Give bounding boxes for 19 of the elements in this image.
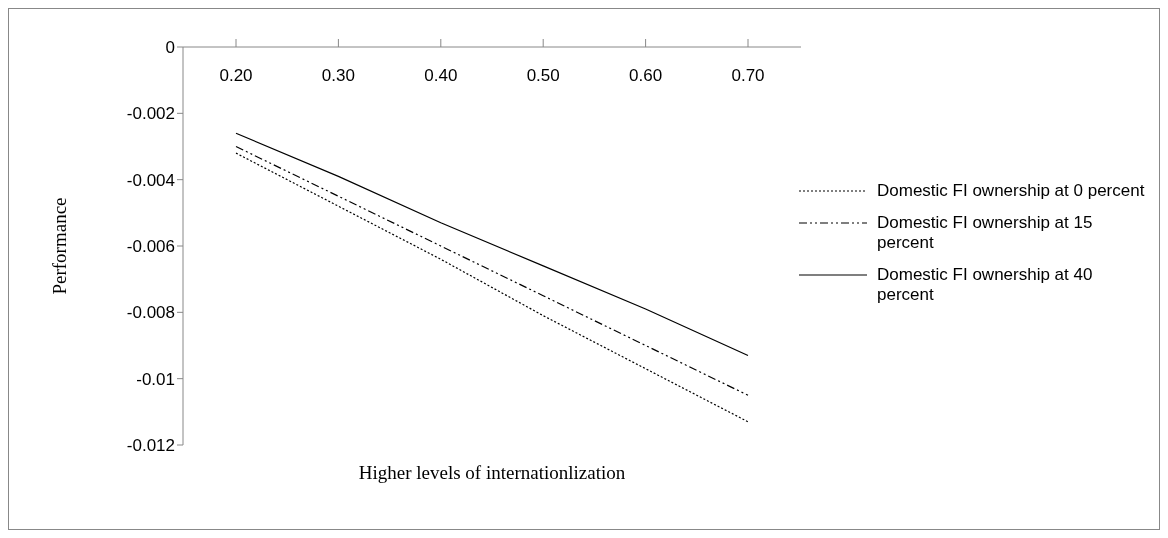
legend-label: Domestic FI ownership at 0 percent bbox=[877, 181, 1146, 201]
y-tick-label: -0.008 bbox=[126, 303, 175, 323]
x-tick-label: 0.20 bbox=[219, 66, 253, 85]
x-tick-label: 0.30 bbox=[321, 66, 355, 85]
x-axis-title: Higher levels of internationlization bbox=[358, 462, 626, 483]
legend-label: Domestic FI ownership at 40 percent bbox=[877, 265, 1094, 305]
y-tick-label: -0.01 bbox=[136, 369, 175, 389]
x-tick-label: 0.50 bbox=[526, 66, 560, 85]
y-tick-label: -0.002 bbox=[126, 104, 175, 124]
x-tick-label: 0.70 bbox=[731, 66, 765, 85]
y-axis-title: Performance bbox=[48, 197, 70, 295]
x-tick-label: 0.60 bbox=[629, 66, 663, 85]
line-series bbox=[235, 132, 749, 357]
y-tick-label: 0 bbox=[165, 38, 175, 58]
legend-label: Domestic FI ownership at 15 percent bbox=[877, 213, 1094, 253]
y-tick-label: -0.006 bbox=[126, 237, 175, 257]
x-tick-label: 0.40 bbox=[424, 66, 458, 85]
y-tick-label: -0.004 bbox=[126, 170, 175, 190]
y-tick-label: -0.012 bbox=[126, 436, 175, 456]
